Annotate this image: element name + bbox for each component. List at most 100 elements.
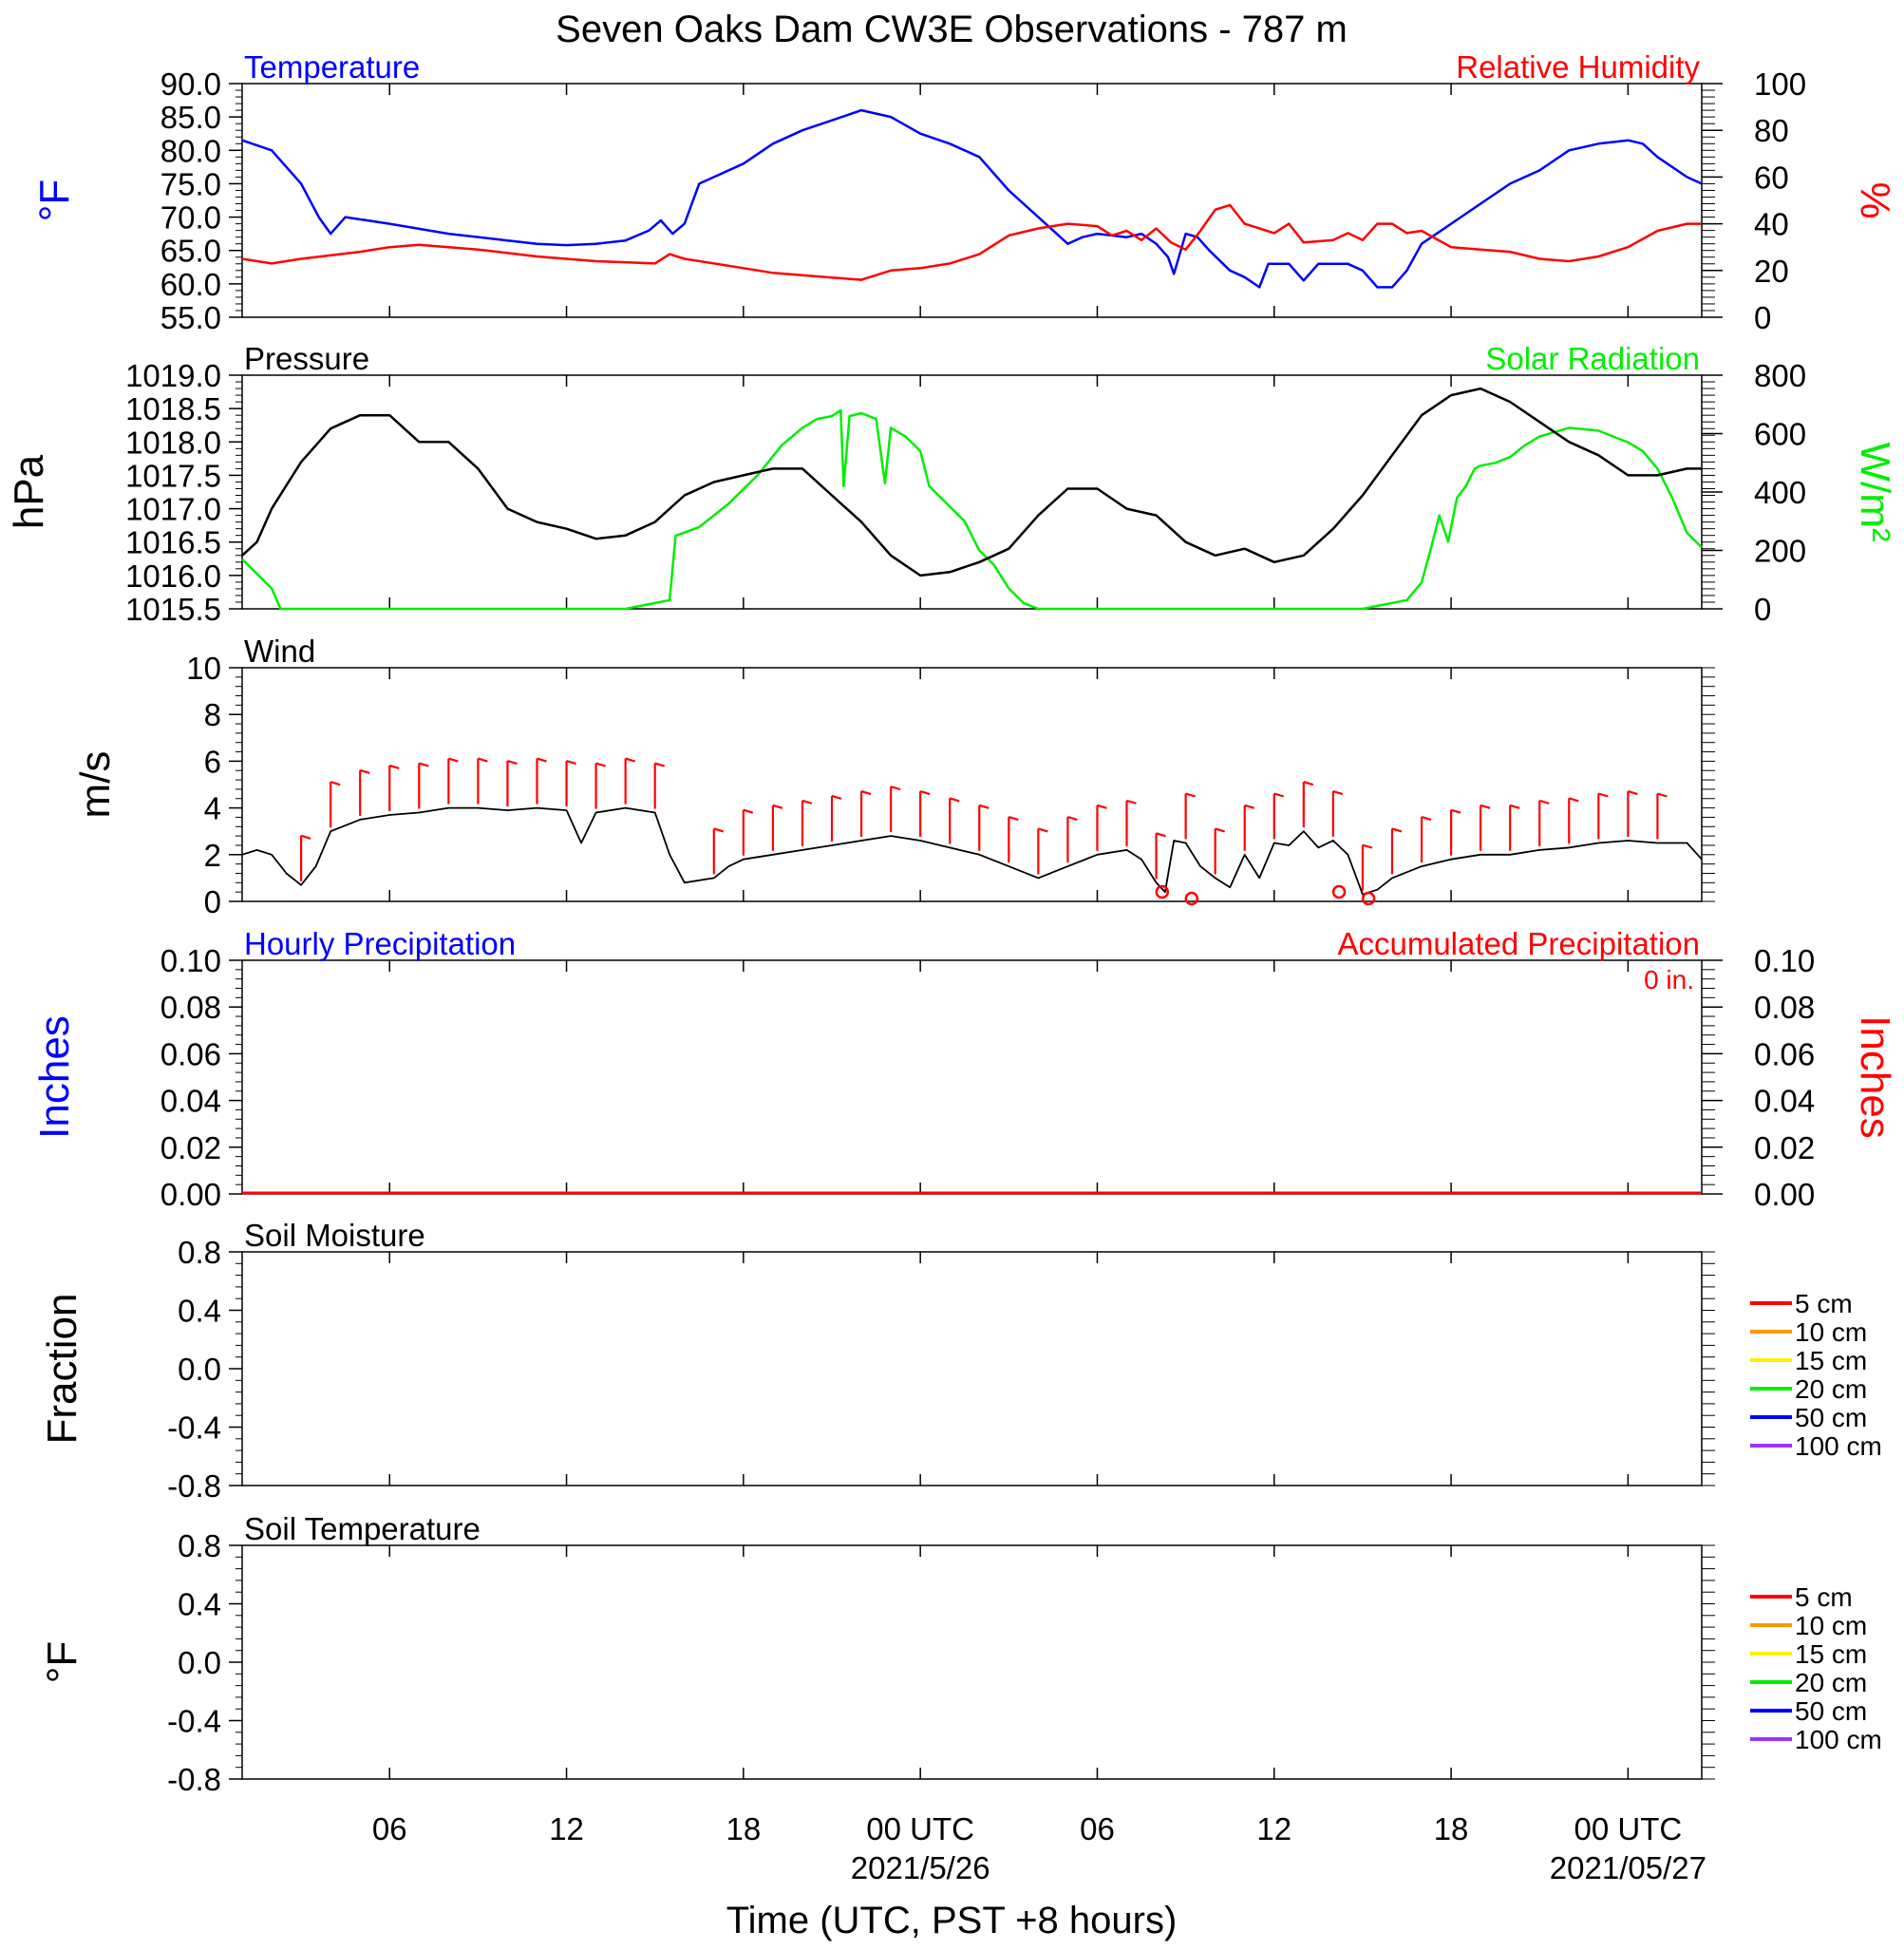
panels: 90.085.080.075.070.065.060.055.010080604… <box>6 49 1898 1885</box>
right-tick-label: 0.04 <box>1754 1084 1815 1119</box>
wind-barb-flag <box>1509 804 1520 809</box>
wind-barb-flag <box>330 781 341 786</box>
wind-barb-flag <box>772 804 783 809</box>
legend-label: 10 cm <box>1795 1611 1867 1640</box>
panel-title-left: Wind <box>244 634 315 669</box>
right-tick-label: 60 <box>1754 160 1789 195</box>
y-axis-unit: m/s <box>72 751 119 819</box>
precip-total-label: 0 in. <box>1644 965 1694 994</box>
y-tick-label: 75.0 <box>160 166 221 201</box>
plot-frame-pres_solar <box>241 374 1703 610</box>
legend-label: 20 cm <box>1795 1374 1867 1404</box>
y-tick-label: 0.0 <box>178 1645 221 1680</box>
wind-barb-flag <box>1332 789 1344 796</box>
y-tick-label: 0.8 <box>178 1235 221 1270</box>
panel-title-left: Temperature <box>244 49 420 85</box>
panel-title-left: Pressure <box>244 341 369 376</box>
wind-barb-flag <box>1185 792 1196 798</box>
y-tick-label: 1018.5 <box>125 391 221 426</box>
y-tick-label: 0.02 <box>160 1130 221 1165</box>
y-tick-label: 8 <box>204 697 221 732</box>
wind-barb-flag <box>1538 799 1550 805</box>
x-tick-label: 00 UTC <box>1574 1811 1683 1846</box>
wind-barb-flag <box>537 757 547 763</box>
wind-barb-flag <box>566 760 576 766</box>
wind-barb-flag <box>949 797 960 803</box>
wind-barb-flag <box>1273 792 1285 798</box>
wind-barb-flag <box>1598 792 1609 798</box>
wind-barb-flag <box>1480 804 1491 809</box>
wind-barb-flag <box>478 757 488 763</box>
wind-barb-flag <box>625 757 635 763</box>
wind-barb-flag <box>1657 792 1668 798</box>
x-tick-date: 2021/05/27 <box>1550 1850 1706 1885</box>
x-tick-label: 12 <box>549 1811 584 1846</box>
y-tick-label: -0.4 <box>167 1704 221 1739</box>
calm-wind-circle <box>1361 891 1376 906</box>
wind-barb-flag <box>418 762 429 767</box>
right-tick-label: 0.06 <box>1754 1036 1815 1071</box>
y-tick-label: -0.8 <box>167 1762 221 1797</box>
wind-barb-flag <box>595 762 606 767</box>
wind-barb-flag <box>1244 804 1255 809</box>
wind-barb-flag <box>713 827 725 833</box>
right-tick-label: 400 <box>1754 475 1806 510</box>
panel-title-right: Relative Humidity <box>1456 49 1700 85</box>
right-axis-unit: % <box>1852 181 1898 218</box>
right-tick-label: 0.08 <box>1754 990 1815 1025</box>
x-axis-title: Time (UTC, PST +8 hours) <box>726 1900 1178 1941</box>
wind-barb-flag <box>919 789 931 796</box>
x-tick-label: 18 <box>1434 1811 1469 1846</box>
legend-label: 100 cm <box>1795 1725 1882 1754</box>
legend-label: 15 cm <box>1795 1346 1867 1375</box>
panel-title-right: Accumulated Precipitation <box>1337 926 1700 961</box>
pressure-line <box>241 387 1702 577</box>
x-tick-label: 06 <box>1080 1811 1115 1846</box>
right-tick-label: 0.10 <box>1754 943 1815 978</box>
y-axis-unit: °F <box>31 180 78 221</box>
wind-barb-flag <box>448 757 459 763</box>
y-tick-label: 0.08 <box>160 990 221 1025</box>
legend-label: 20 cm <box>1795 1668 1867 1697</box>
y-tick-label: 0.4 <box>178 1587 221 1622</box>
y-tick-label: 70.0 <box>160 200 221 236</box>
y-tick-label: 0 <box>204 884 221 919</box>
panel-title-right: Solar Radiation <box>1485 341 1700 376</box>
wind-barb-flag <box>860 789 872 796</box>
x-tick-label: 18 <box>726 1811 761 1846</box>
plot-frame-soil_temp <box>241 1544 1703 1780</box>
wind-barb-flag <box>978 804 990 809</box>
y-tick-label: 55.0 <box>160 300 221 335</box>
y-tick-label: 1017.0 <box>125 492 221 527</box>
y-tick-label: 0.0 <box>178 1352 221 1387</box>
y-axis-unit: °F <box>39 1641 85 1683</box>
legend-label: 15 cm <box>1795 1639 1867 1669</box>
wind-barb-flag <box>1067 816 1078 822</box>
legend-label: 50 cm <box>1795 1696 1867 1726</box>
wind-barb-flag <box>1391 827 1403 833</box>
y-tick-label: 10 <box>186 651 221 686</box>
legend-label: 50 cm <box>1795 1403 1867 1432</box>
right-tick-label: 0 <box>1754 300 1771 335</box>
right-tick-label: 80 <box>1754 113 1789 148</box>
wind-barb-flag <box>831 794 842 801</box>
wind-barb-flag <box>1156 832 1166 838</box>
plot-frame-soil_moisture <box>241 1251 1703 1486</box>
wind-barb-flag <box>1097 804 1107 809</box>
y-tick-label: 85.0 <box>160 100 221 135</box>
right-tick-label: 600 <box>1754 417 1806 452</box>
y-axis-unit: Inches <box>31 1015 78 1139</box>
x-tick-date: 2021/5/26 <box>851 1850 990 1885</box>
right-tick-label: 800 <box>1754 358 1806 393</box>
y-tick-label: 1016.5 <box>125 525 221 560</box>
wind-barb-flag <box>1038 827 1048 833</box>
legend-label: 100 cm <box>1795 1431 1882 1461</box>
solar-radiation-line <box>241 408 1703 611</box>
y-tick-label: 1016.0 <box>125 558 221 594</box>
right-tick-label: 100 <box>1754 66 1806 102</box>
right-tick-label: 0.00 <box>1754 1177 1815 1212</box>
wind-barb-flag <box>890 786 901 791</box>
y-tick-label: 2 <box>204 838 221 873</box>
right-axis-unit: Inches <box>1852 1015 1898 1139</box>
